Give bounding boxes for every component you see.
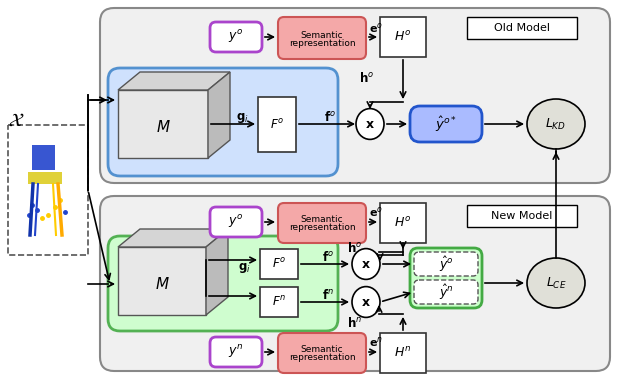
Bar — [467, 17, 577, 39]
FancyBboxPatch shape — [108, 68, 338, 176]
Polygon shape — [208, 72, 230, 158]
Text: $\mathbf{g}_i$: $\mathbf{g}_i$ — [237, 261, 250, 275]
Text: $H^o$: $H^o$ — [394, 216, 412, 230]
Text: $\mathbf{e}^o$: $\mathbf{e}^o$ — [369, 21, 383, 35]
Text: $L_{KD}$: $L_{KD}$ — [545, 116, 566, 132]
Text: $\mathbf{e}^n$: $\mathbf{e}^n$ — [369, 335, 383, 349]
Text: $\mathbf{f}^o$: $\mathbf{f}^o$ — [322, 250, 334, 264]
Polygon shape — [118, 72, 230, 90]
Text: $\mathbf{x}$: $\mathbf{x}$ — [365, 118, 375, 132]
Polygon shape — [32, 145, 55, 170]
Text: $\mathbf{e}^o$: $\mathbf{e}^o$ — [369, 205, 383, 219]
Text: $\mathbf{f}^n$: $\mathbf{f}^n$ — [322, 288, 334, 302]
Text: $\mathbf{x}$: $\mathbf{x}$ — [361, 259, 371, 271]
Text: $\hat{y}^{o*}$: $\hat{y}^{o*}$ — [435, 115, 457, 133]
Text: $M$: $M$ — [155, 276, 170, 292]
Text: $y^o$: $y^o$ — [228, 28, 244, 45]
Bar — [467, 205, 577, 227]
Polygon shape — [206, 229, 228, 315]
Text: $\mathbf{g}_i$: $\mathbf{g}_i$ — [236, 111, 248, 125]
Ellipse shape — [352, 287, 380, 318]
FancyBboxPatch shape — [210, 22, 262, 52]
FancyBboxPatch shape — [210, 207, 262, 237]
Text: Semantic: Semantic — [301, 31, 343, 39]
Bar — [258, 97, 296, 152]
FancyBboxPatch shape — [414, 280, 478, 304]
FancyBboxPatch shape — [410, 248, 482, 308]
FancyBboxPatch shape — [410, 106, 482, 142]
Text: representation: representation — [289, 39, 355, 48]
Ellipse shape — [352, 249, 380, 279]
Text: $\mathbf{h}^o$: $\mathbf{h}^o$ — [347, 241, 362, 255]
Text: $M$: $M$ — [156, 119, 170, 135]
Text: $\mathbf{h}^n$: $\mathbf{h}^n$ — [347, 316, 362, 330]
FancyBboxPatch shape — [278, 203, 366, 243]
Text: representation: representation — [289, 353, 355, 363]
FancyBboxPatch shape — [414, 252, 478, 276]
FancyBboxPatch shape — [210, 337, 262, 367]
Bar — [118, 247, 206, 315]
Ellipse shape — [527, 99, 585, 149]
Text: $y^o$: $y^o$ — [228, 214, 244, 231]
Bar — [260, 287, 298, 317]
Ellipse shape — [356, 108, 384, 139]
Text: New Model: New Model — [492, 211, 553, 221]
Bar — [380, 203, 426, 243]
Text: $H^o$: $H^o$ — [394, 30, 412, 44]
Text: $\hat{y}^o$: $\hat{y}^o$ — [438, 254, 453, 274]
Text: $H^n$: $H^n$ — [394, 346, 412, 360]
Bar — [8, 125, 88, 255]
Text: $\mathbf{f}^o$: $\mathbf{f}^o$ — [324, 110, 336, 124]
Bar — [118, 90, 208, 158]
FancyBboxPatch shape — [108, 236, 338, 331]
Bar — [260, 249, 298, 279]
Text: Semantic: Semantic — [301, 345, 343, 355]
Text: $F^o$: $F^o$ — [272, 257, 286, 271]
Text: $\mathbf{h}^o$: $\mathbf{h}^o$ — [360, 71, 374, 85]
Text: representation: representation — [289, 223, 355, 232]
Text: $y^n$: $y^n$ — [228, 344, 244, 361]
Bar — [380, 333, 426, 373]
FancyBboxPatch shape — [278, 333, 366, 373]
Text: Semantic: Semantic — [301, 215, 343, 225]
Text: $\mathbf{x}$: $\mathbf{x}$ — [361, 296, 371, 310]
Ellipse shape — [527, 258, 585, 308]
FancyBboxPatch shape — [100, 196, 610, 371]
Text: $\mathcal{X}$: $\mathcal{X}$ — [8, 110, 24, 130]
Bar — [380, 17, 426, 57]
Polygon shape — [118, 229, 228, 247]
Text: $\hat{y}^n$: $\hat{y}^n$ — [438, 282, 453, 302]
Text: $F^o$: $F^o$ — [270, 118, 284, 132]
Text: $F^n$: $F^n$ — [272, 295, 286, 309]
Polygon shape — [28, 172, 62, 184]
Text: Old Model: Old Model — [494, 23, 550, 33]
Text: $L_{CE}$: $L_{CE}$ — [546, 276, 566, 291]
FancyBboxPatch shape — [100, 8, 610, 183]
FancyBboxPatch shape — [278, 17, 366, 59]
